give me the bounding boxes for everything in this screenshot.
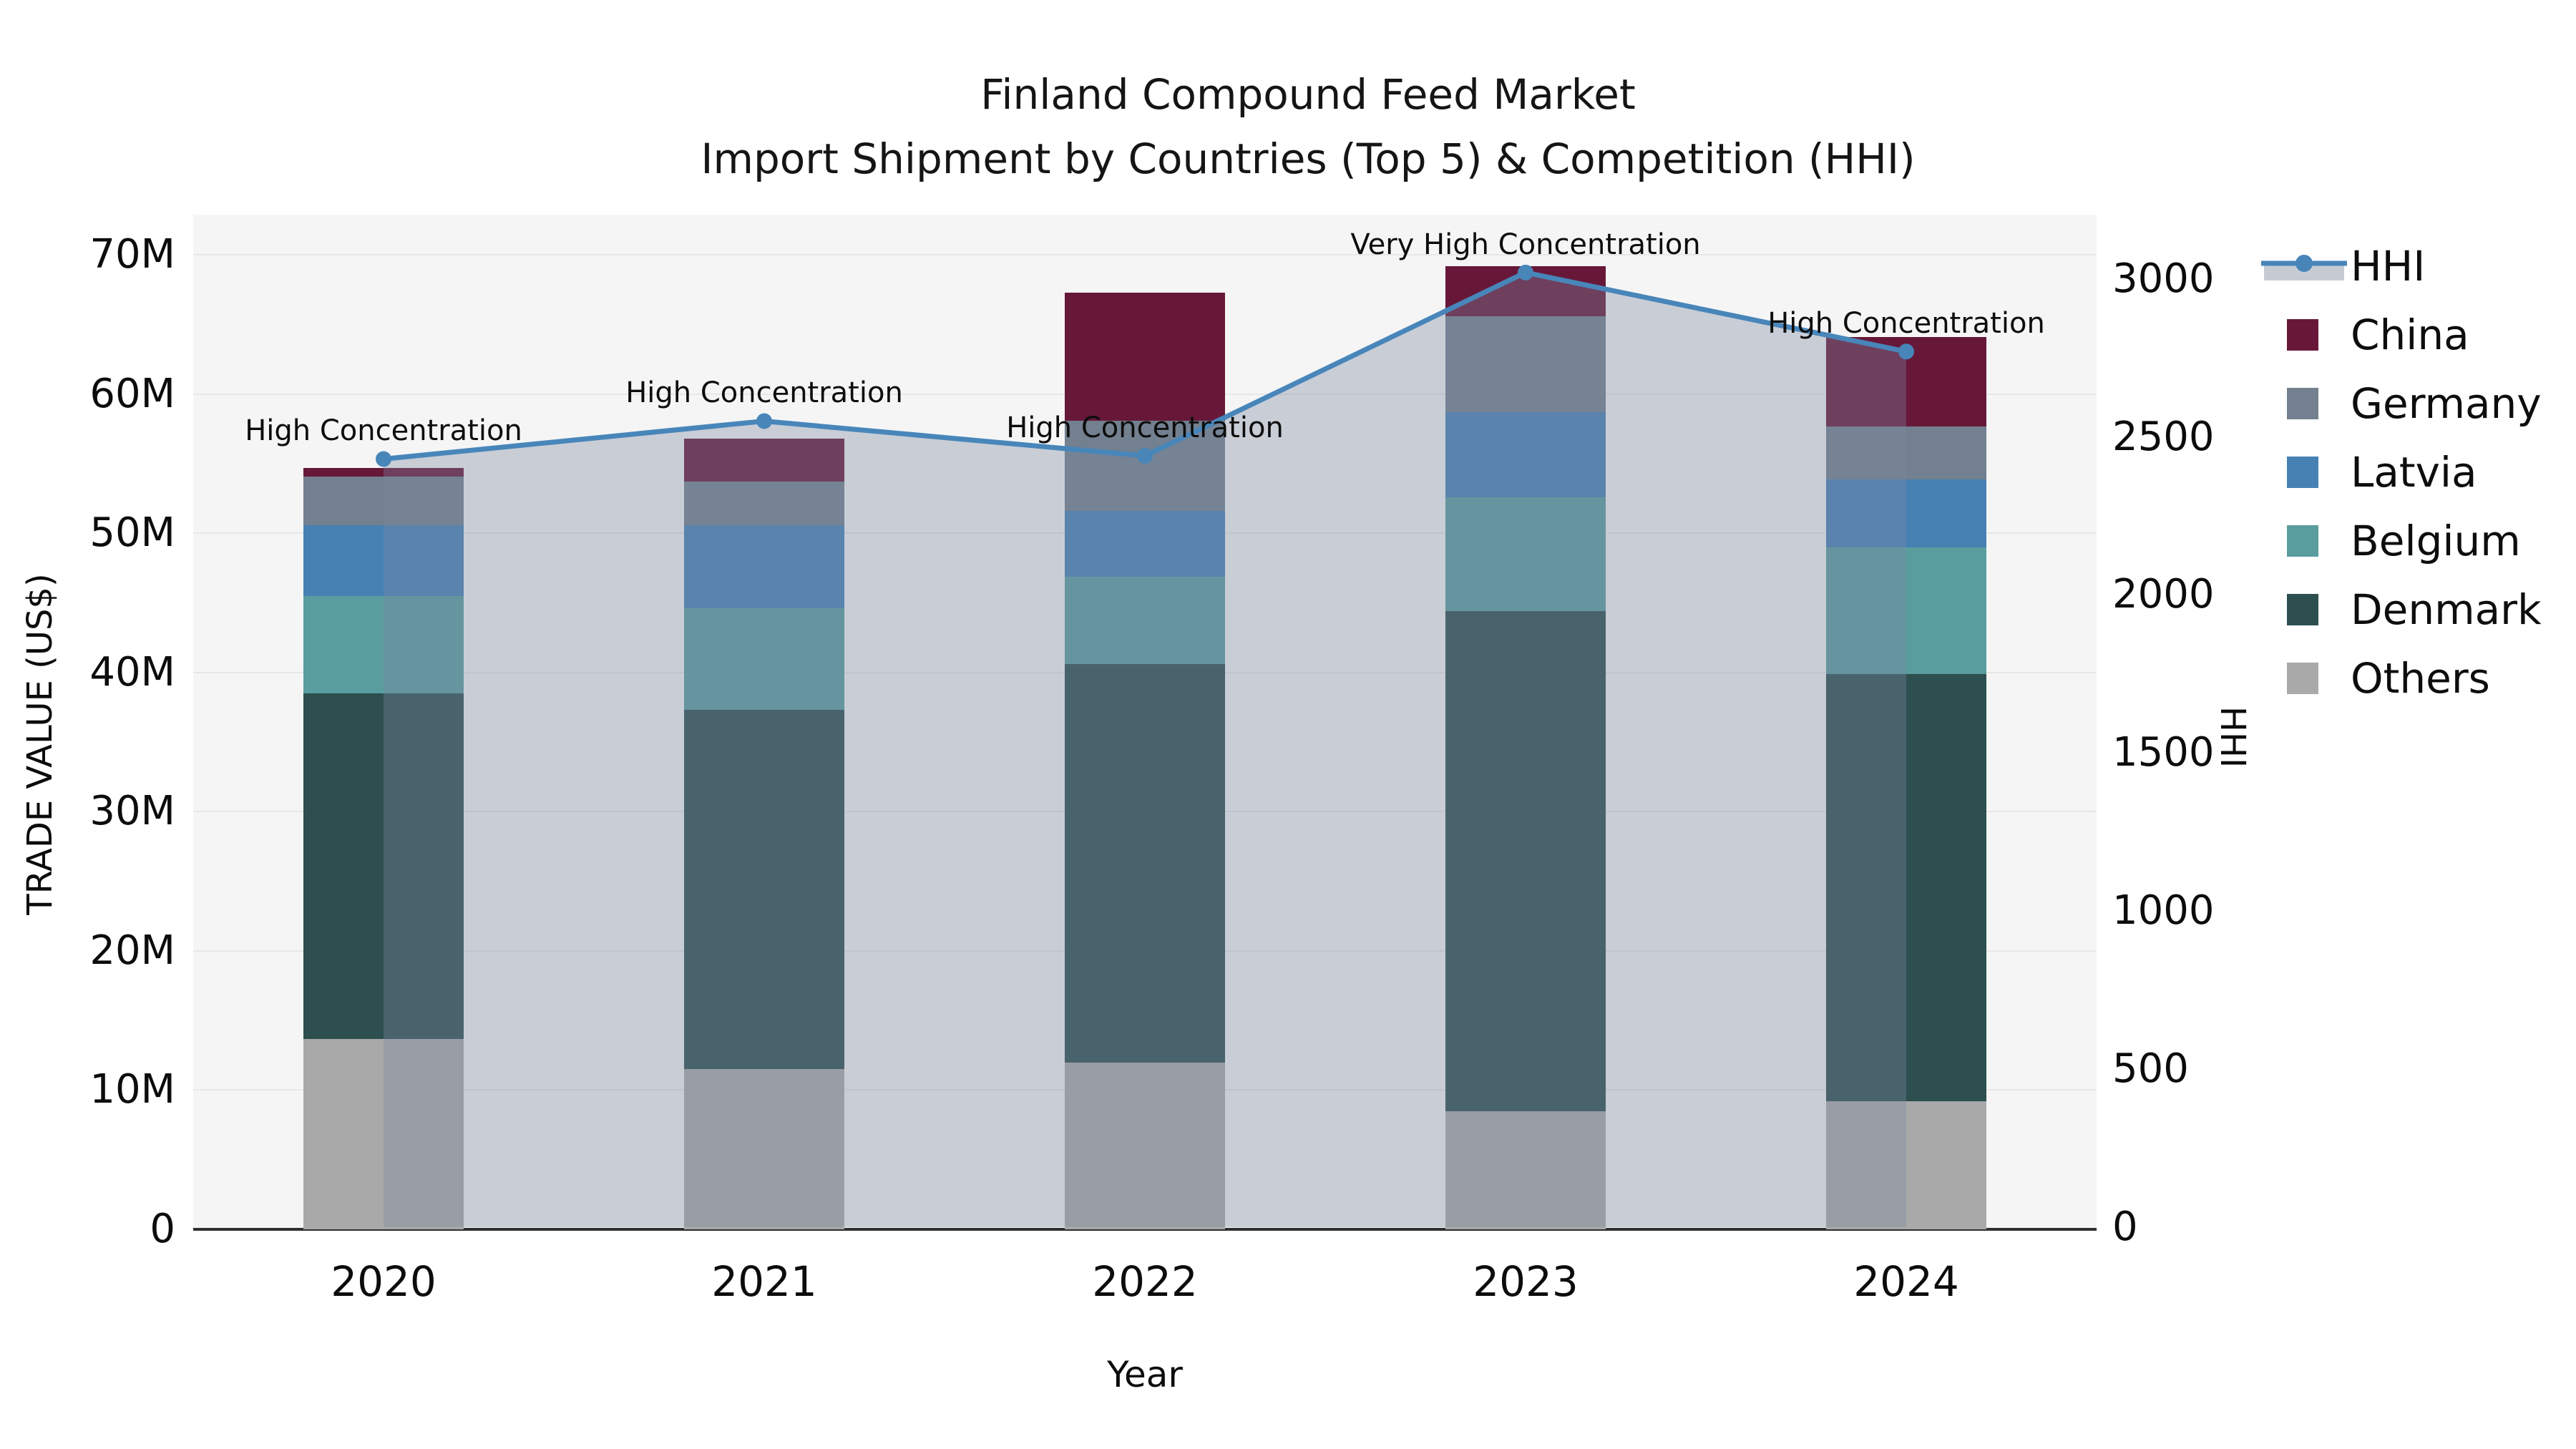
bar-2023-latvia <box>1445 412 1606 497</box>
annotation-2020: High Concentration <box>245 414 522 448</box>
y-right-tick-1000: 1000 <box>2112 887 2215 935</box>
bar-2024-others <box>1826 1101 1986 1229</box>
legend-hhi-sample <box>2261 255 2347 280</box>
bar-2021-latvia <box>684 525 844 609</box>
legend-item-latvia: Latvia <box>2261 438 2576 507</box>
legend-label-china: China <box>2351 311 2469 359</box>
bar-2023-germany <box>1445 316 1606 413</box>
hhi-line-layer <box>376 264 1914 1228</box>
y-right-tick-500: 500 <box>2112 1045 2189 1093</box>
bar-2022-denmark <box>1065 664 1225 1063</box>
bar-2021-others <box>684 1069 844 1229</box>
bar-2022-germany <box>1065 420 1225 512</box>
y-right-tick-1500: 1500 <box>2112 729 2215 776</box>
legend-swatch-germany <box>2287 388 2318 419</box>
bar-2021-denmark <box>684 710 844 1070</box>
legend-item-others: Others <box>2261 644 2576 713</box>
bar-2021-belgium <box>684 608 844 711</box>
bar-2024-denmark <box>1826 673 1986 1102</box>
x-axis-line <box>193 1228 2097 1231</box>
bar-2022-china <box>1065 292 1225 421</box>
legend-label-latvia: Latvia <box>2351 448 2477 497</box>
annotation-2024: High Concentration <box>1767 307 2045 341</box>
x-axis-title: Year <box>1107 1354 1183 1395</box>
y-right-tick-3000: 3000 <box>2112 255 2215 302</box>
y-left-tick-50M: 50M <box>89 509 175 557</box>
annotation-2022: High Concentration <box>1006 411 1284 445</box>
bar-2022-latvia <box>1065 511 1225 577</box>
legend-item-china: China <box>2261 301 2576 369</box>
legend-item-hhi: HHI <box>2261 232 2576 301</box>
bar-2024-belgium <box>1826 547 1986 674</box>
bar-2020-belgium <box>303 595 464 694</box>
legend-swatch-latvia <box>2287 457 2318 488</box>
legend-swatch-belgium <box>2287 525 2318 557</box>
chart-title-line2: Import Shipment by Countries (Top 5) & C… <box>701 135 1916 183</box>
legend-label-germany: Germany <box>2351 379 2542 428</box>
hhi-area-fill <box>384 272 1906 1228</box>
legend-label-hhi: HHI <box>2351 242 2426 291</box>
legend-swatch-denmark <box>2287 594 2318 625</box>
legend-item-germany: Germany <box>2261 369 2576 438</box>
y-left-tick-70M: 70M <box>89 231 175 278</box>
x-tick-2020: 2020 <box>331 1257 436 1306</box>
bar-2021-china <box>684 439 844 482</box>
legend-swatch-china <box>2287 319 2318 351</box>
hhi-marker-2020 <box>376 451 391 467</box>
y-right-tick-0: 0 <box>2112 1204 2138 1250</box>
bar-2020-latvia <box>303 525 464 596</box>
x-tick-2024: 2024 <box>1853 1257 1959 1306</box>
bar-2024-latvia <box>1826 479 1986 547</box>
x-tick-2022: 2022 <box>1092 1257 1198 1306</box>
legend-swatch-others <box>2287 663 2318 694</box>
y-left-tick-60M: 60M <box>89 370 175 417</box>
bar-2020-others <box>303 1038 464 1229</box>
bar-2020-china <box>303 468 464 477</box>
y-left-tick-40M: 40M <box>89 648 175 696</box>
bar-2023-belgium <box>1445 497 1606 612</box>
hhi-marker-2021 <box>756 413 772 429</box>
gridline-70M <box>193 254 2097 256</box>
annotation-2023: Very High Concentration <box>1350 228 1701 261</box>
bar-2022-belgium <box>1065 576 1225 665</box>
legend-item-belgium: Belgium <box>2261 507 2576 575</box>
legend-label-denmark: Denmark <box>2351 585 2542 634</box>
x-tick-2021: 2021 <box>711 1257 817 1306</box>
annotation-2021: High Concentration <box>625 376 903 410</box>
y-left-tick-0: 0 <box>150 1206 175 1252</box>
bar-2023-others <box>1445 1111 1606 1229</box>
y-right-tick-2000: 2000 <box>2112 571 2215 618</box>
bar-2021-germany <box>684 482 844 525</box>
hhi-marker-2024 <box>1898 343 1914 360</box>
x-tick-2023: 2023 <box>1473 1257 1579 1306</box>
chart-title-line1: Finland Compound Feed Market <box>980 70 1636 119</box>
y-left-tick-10M: 10M <box>89 1066 175 1113</box>
y-left-tick-20M: 20M <box>89 927 175 974</box>
hhi-marker-2022 <box>1137 448 1153 464</box>
bar-2022-others <box>1065 1062 1225 1229</box>
bar-2024-germany <box>1826 426 1986 479</box>
bar-2020-denmark <box>303 693 464 1039</box>
bar-2020-germany <box>303 476 464 525</box>
bar-2023-denmark <box>1445 611 1606 1111</box>
legend-item-denmark: Denmark <box>2261 575 2576 644</box>
y-right-tick-2500: 2500 <box>2112 413 2215 460</box>
legend-label-belgium: Belgium <box>2351 517 2521 565</box>
legend-label-others: Others <box>2351 654 2490 703</box>
plot-area: High Concentration High Concentration High… <box>193 215 2097 1231</box>
hhi-marker-2023 <box>1518 264 1533 280</box>
y-left-tick-30M: 30M <box>89 788 175 835</box>
